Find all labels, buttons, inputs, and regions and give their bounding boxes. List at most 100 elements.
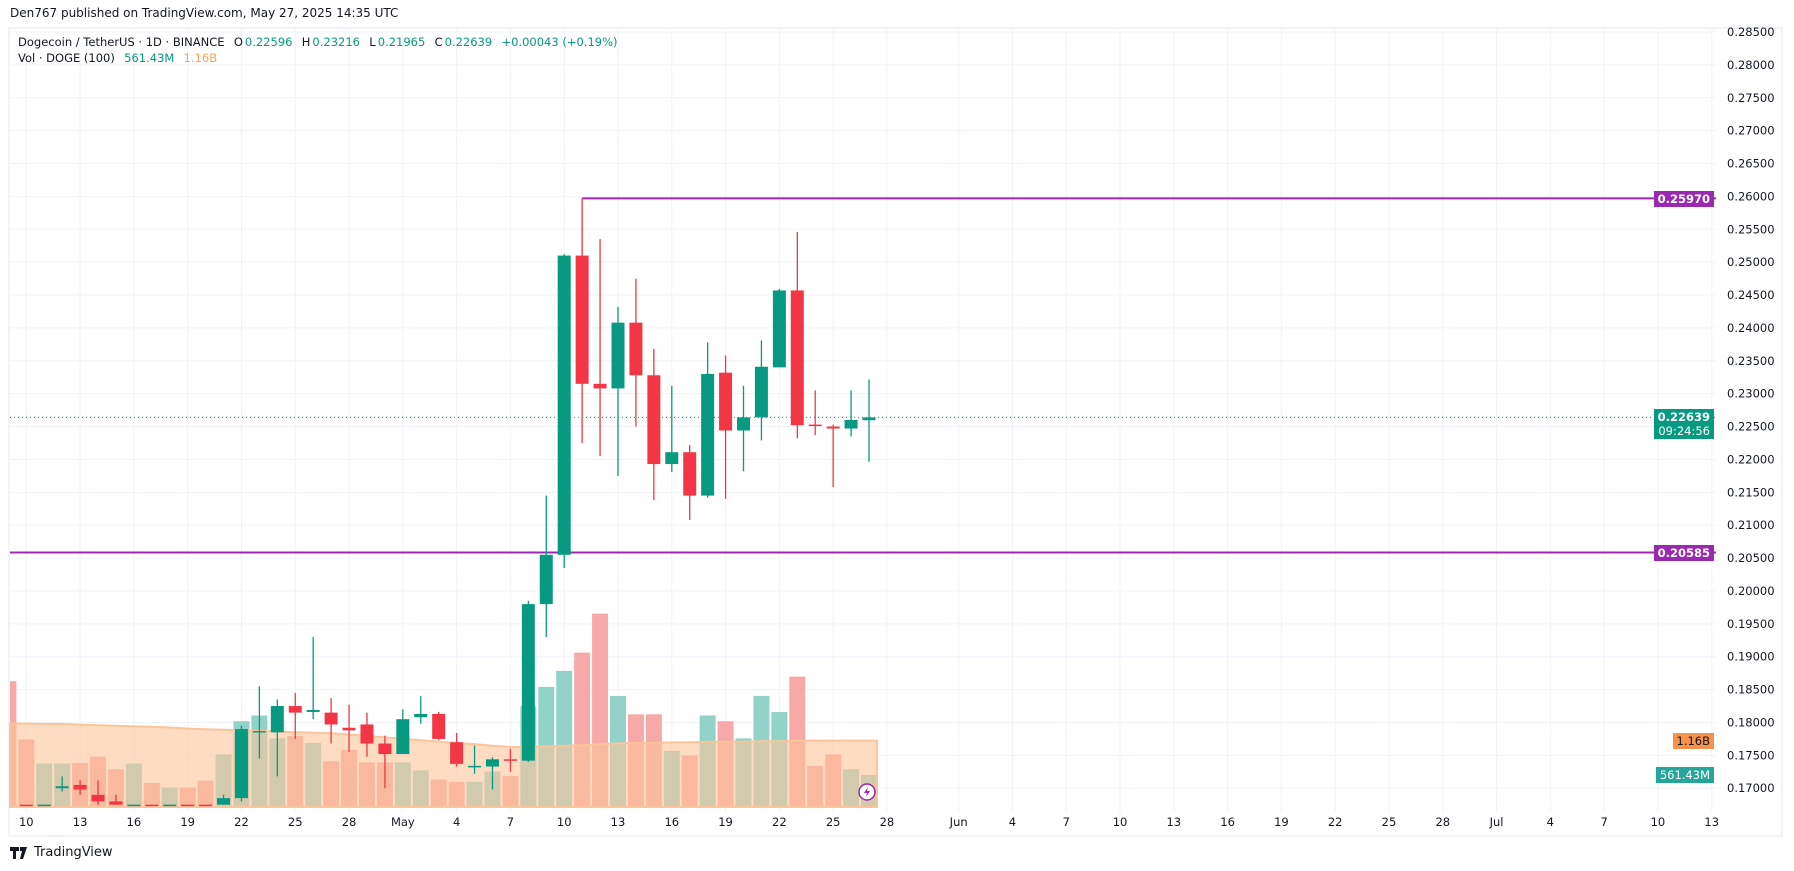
candle-body [73, 784, 87, 790]
price-tick-label: 0.19500 [1727, 617, 1775, 631]
candle [73, 780, 87, 795]
last-price-label: 0.22639 09:24:56 [1653, 409, 1714, 439]
price-tick-label: 0.24500 [1727, 288, 1775, 302]
close-value: 0.22639 [444, 35, 493, 49]
candle-body [217, 798, 231, 805]
candle-body [342, 727, 356, 731]
time-tick-label: 28 [342, 815, 357, 829]
chart-legend: Dogecoin / TetherUS · 1D · BINANCE O 0.22… [18, 34, 620, 66]
candle-body [521, 604, 535, 761]
time-tick-label: 10 [19, 815, 34, 829]
candle-body [665, 452, 679, 465]
candle-body [844, 419, 858, 429]
price-tick-label: 0.28500 [1727, 25, 1775, 39]
price-tick-label: 0.19000 [1727, 650, 1775, 664]
candle-body [647, 375, 661, 465]
candle [270, 699, 284, 777]
price-tick-label: 0.21000 [1727, 518, 1775, 532]
candle [450, 733, 464, 767]
candle [629, 278, 643, 427]
time-tick-label: 7 [1063, 815, 1070, 829]
candle-body [109, 801, 123, 805]
candle [485, 757, 499, 790]
candle [19, 804, 33, 807]
candle-body [37, 804, 51, 807]
candle [826, 424, 840, 488]
time-tick-label: 28 [880, 815, 895, 829]
candle-body [611, 322, 625, 389]
candle-body [754, 366, 768, 418]
time-tick-label: 4 [453, 815, 460, 829]
candle [324, 698, 338, 744]
candle [199, 804, 213, 807]
time-tick-label: 19 [1274, 815, 1289, 829]
time-tick-label: 4 [1009, 815, 1016, 829]
symbol-name: Dogecoin / TetherUS · 1D · BINANCE [18, 35, 225, 49]
time-tick-label: 25 [1382, 815, 1397, 829]
candle-body [539, 554, 553, 605]
price-tick-label: 0.24000 [1727, 321, 1775, 335]
time-tick-label: 19 [180, 815, 195, 829]
candle [790, 231, 804, 439]
change-value: +0.00043 (+0.19%) [501, 35, 618, 49]
time-tick-label: 4 [1547, 815, 1554, 829]
resistance-price-label: 0.25970 [1653, 191, 1714, 207]
tradingview-logo[interactable]: TradingView [10, 845, 113, 860]
price-tick-label: 0.23000 [1727, 387, 1775, 401]
candles [19, 198, 876, 807]
price-tick-label: 0.22000 [1727, 452, 1775, 466]
candle [91, 780, 105, 805]
candle-body [91, 794, 105, 802]
candle [844, 390, 858, 437]
horizontal-levels [10, 197, 1716, 554]
candle-body [270, 706, 284, 733]
time-tick-label: 13 [1704, 815, 1719, 829]
candle-body [485, 759, 499, 767]
published-info: Den767 published on TradingView.com, May… [10, 6, 399, 20]
open-label: O [233, 35, 243, 49]
price-tick-label: 0.23500 [1727, 354, 1775, 368]
candle [503, 748, 517, 772]
price-tick-label: 0.25000 [1727, 255, 1775, 269]
candle-body [790, 290, 804, 426]
candle-body [127, 804, 141, 807]
candle-body [414, 713, 428, 718]
candle [288, 692, 302, 739]
candle-body [396, 719, 410, 755]
time-tick-label: 7 [1600, 815, 1607, 829]
candle [772, 289, 786, 368]
time-tick-label: May [391, 815, 415, 829]
chart-frame [8, 27, 1783, 837]
lightning-icon[interactable] [858, 783, 876, 801]
candle-body [234, 729, 248, 799]
candle [701, 342, 715, 498]
candle [521, 600, 535, 762]
candle [593, 239, 607, 457]
time-tick-label: 13 [1166, 815, 1181, 829]
high-label: H [301, 35, 311, 49]
candle [163, 804, 177, 807]
volume-ma-price-label: 1.16B [1672, 733, 1714, 749]
candle-body [808, 424, 822, 427]
candle-body [629, 322, 643, 376]
candle-body [772, 290, 786, 368]
volume-indicator-name: Vol · DOGE (100) [18, 51, 115, 65]
time-tick-label: 25 [288, 815, 303, 829]
price-tick-label: 0.26500 [1727, 157, 1775, 171]
candle [575, 198, 589, 443]
candle-body [252, 731, 266, 733]
symbol-legend[interactable]: Dogecoin / TetherUS · 1D · BINANCE O 0.22… [18, 34, 620, 50]
last-price: 0.22639 [1657, 410, 1710, 424]
time-tick-label: 25 [826, 815, 841, 829]
candle [647, 348, 661, 501]
volume-legend[interactable]: Vol · DOGE (100) 561.43M 1.16B [18, 50, 620, 66]
price-tick-label: 0.27000 [1727, 124, 1775, 138]
candle [396, 709, 410, 755]
candle-body [181, 804, 195, 807]
time-tick-label: 10 [1113, 815, 1128, 829]
candle-body [378, 743, 392, 755]
candle [862, 379, 876, 462]
candle [127, 804, 141, 807]
price-tick-label: 0.18000 [1727, 715, 1775, 729]
